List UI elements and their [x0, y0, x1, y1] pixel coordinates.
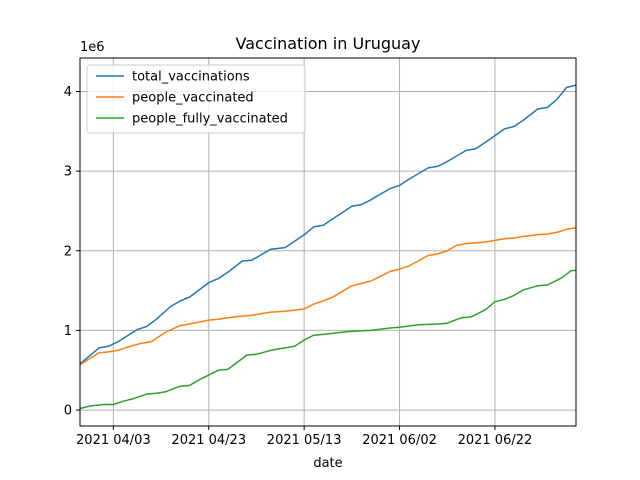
x-axis-label: date: [313, 456, 342, 471]
x-tick-label: 2021 04/23: [171, 433, 246, 448]
y-offset-label: 1e6: [80, 40, 105, 55]
legend-label: people_fully_vaccinated: [132, 112, 288, 127]
x-tick-label: 2021 05/13: [267, 433, 342, 448]
legend: total_vaccinations people_vaccinatedpeopl…: [86, 64, 306, 134]
y-tick-label: 4: [64, 85, 72, 100]
x-tick-label: 2021 06/02: [362, 433, 437, 448]
series-line-people-vaccinated: [80, 226, 576, 366]
axis-ticks: 2021 04/03 2021 04/23 2021 05/13 2021 06/02…: [64, 85, 533, 448]
legend-box: [86, 64, 306, 134]
series-lines: [80, 84, 576, 410]
x-tick-label: 2021 04/03: [76, 433, 151, 448]
legend-label: people_vaccinated: [132, 91, 254, 106]
y-tick-label: 3: [64, 165, 72, 180]
y-tick-label: 2: [64, 244, 72, 259]
x-tick-label: 2021 06/22: [458, 433, 533, 448]
series-line-people-fully-vaccinated: [80, 269, 576, 410]
y-tick-label: 1: [64, 324, 72, 339]
y-tick-label: 0: [64, 404, 72, 419]
plot-frame: [79, 57, 577, 427]
chart-title: Vaccination in Uruguay: [236, 34, 421, 53]
series-line-total-vaccinations: [80, 84, 576, 365]
legend-label: total_vaccinations: [132, 70, 250, 85]
